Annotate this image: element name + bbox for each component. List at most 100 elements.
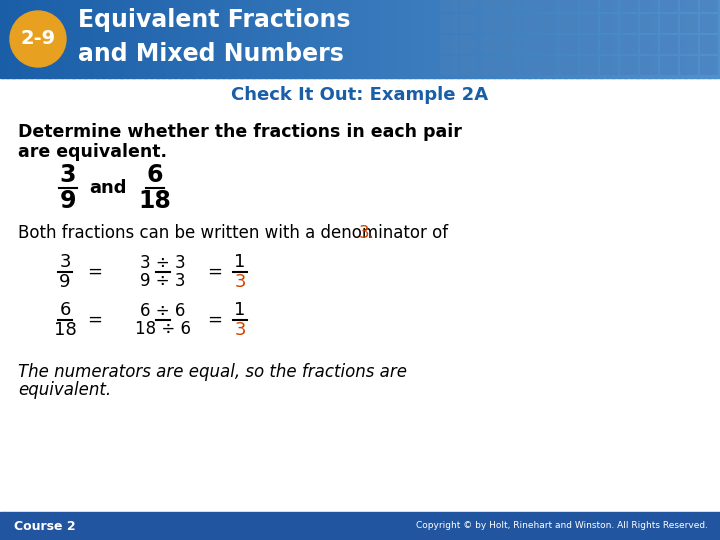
Bar (286, 0, 289, 78)
Bar (451, 0, 454, 78)
Bar (552, 0, 555, 78)
Bar (554, 0, 557, 78)
Bar (204, 0, 207, 78)
Bar (410, 0, 413, 78)
Bar (218, 0, 221, 78)
Bar (317, 0, 320, 78)
Bar (94, 0, 96, 78)
Bar (657, 0, 660, 78)
Bar (72, 0, 75, 78)
Bar (542, 0, 545, 78)
Bar (432, 0, 435, 78)
Bar (168, 0, 171, 78)
Bar (336, 0, 339, 78)
Text: =: = (88, 311, 102, 329)
Text: 9 ÷ 3: 9 ÷ 3 (140, 272, 186, 290)
Bar (698, 0, 701, 78)
Text: 6: 6 (59, 301, 71, 319)
Bar (300, 0, 303, 78)
Bar (480, 0, 483, 78)
Bar (646, 0, 649, 78)
Bar (473, 0, 476, 78)
Text: 2-9: 2-9 (20, 29, 55, 48)
Bar (480, 56, 498, 75)
Bar (620, 35, 638, 54)
Bar (55, 0, 58, 78)
Bar (562, 0, 564, 78)
Bar (480, 0, 498, 12)
Text: and: and (89, 179, 127, 197)
Bar (684, 0, 687, 78)
Bar (662, 0, 665, 78)
Bar (70, 0, 73, 78)
Bar (312, 0, 315, 78)
Bar (132, 0, 135, 78)
Bar (77, 0, 80, 78)
Bar (17, 0, 19, 78)
Bar (590, 0, 593, 78)
Bar (418, 0, 420, 78)
Bar (680, 35, 698, 54)
Bar (351, 0, 354, 78)
Bar (329, 0, 332, 78)
Bar (269, 0, 271, 78)
Bar (353, 0, 356, 78)
Bar (377, 0, 379, 78)
Bar (360, 0, 363, 78)
Bar (621, 0, 624, 78)
Bar (680, 0, 698, 12)
Bar (620, 14, 638, 33)
Bar (374, 0, 377, 78)
Bar (125, 0, 127, 78)
Text: =: = (207, 263, 222, 281)
Bar (74, 0, 77, 78)
Bar (211, 0, 214, 78)
Bar (310, 0, 312, 78)
Bar (639, 0, 642, 78)
Bar (506, 0, 509, 78)
Bar (163, 0, 166, 78)
Bar (441, 0, 444, 78)
Bar (466, 0, 469, 78)
Bar (675, 0, 678, 78)
Bar (545, 0, 548, 78)
Bar (189, 0, 192, 78)
Bar (50, 0, 53, 78)
Bar (672, 0, 675, 78)
Bar (660, 0, 678, 12)
Bar (619, 0, 622, 78)
Bar (569, 0, 572, 78)
Bar (500, 0, 518, 12)
Bar (297, 0, 300, 78)
Bar (520, 14, 538, 33)
Bar (560, 35, 578, 54)
Bar (660, 56, 678, 75)
Text: 3 ÷ 3: 3 ÷ 3 (140, 254, 186, 272)
Bar (520, 56, 538, 75)
Bar (497, 0, 500, 78)
Bar (110, 0, 113, 78)
Bar (194, 0, 197, 78)
Bar (677, 0, 680, 78)
Bar (576, 0, 579, 78)
Bar (283, 0, 286, 78)
Bar (225, 0, 228, 78)
Text: 3: 3 (234, 273, 246, 291)
Bar (221, 0, 224, 78)
Bar (500, 14, 518, 33)
Bar (343, 0, 346, 78)
Bar (600, 14, 618, 33)
Bar (713, 0, 716, 78)
Bar (408, 0, 411, 78)
Bar (595, 0, 598, 78)
Bar (192, 0, 195, 78)
Bar (449, 0, 451, 78)
Bar (0, 0, 3, 78)
Bar (540, 14, 558, 33)
Bar (588, 0, 591, 78)
Bar (660, 14, 678, 33)
Bar (29, 0, 32, 78)
Bar (348, 0, 351, 78)
Bar (600, 0, 603, 78)
Text: =: = (88, 263, 102, 281)
